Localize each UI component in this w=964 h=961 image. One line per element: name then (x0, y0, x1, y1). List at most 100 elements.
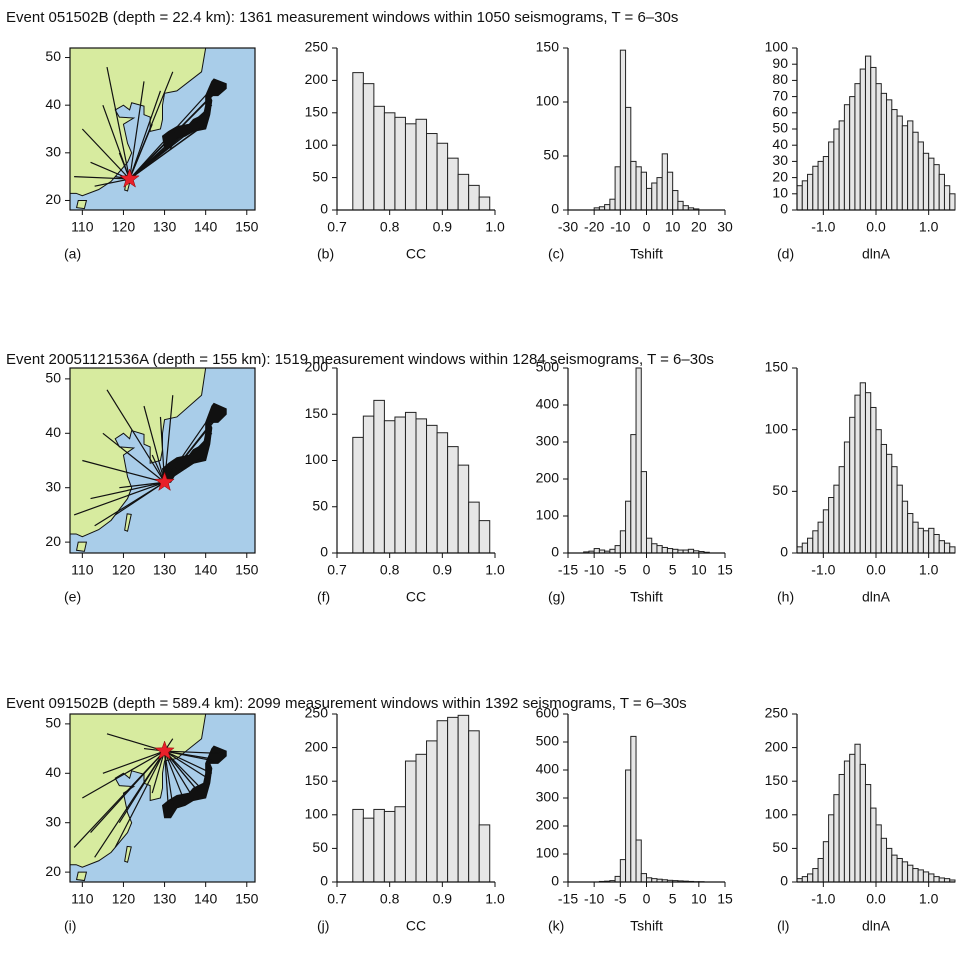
y-tick-label: 600 (536, 705, 560, 721)
x-tick-label: -20 (584, 219, 604, 235)
y-tick-label: 50 (45, 370, 61, 386)
y-tick-label: 250 (305, 39, 329, 55)
panel-label: (f) (317, 589, 330, 605)
bar (918, 870, 923, 882)
bar (620, 860, 625, 882)
row-title: Event 051502B (depth = 22.4 km): 1361 me… (6, 9, 678, 26)
y-tick-label: 200 (305, 738, 329, 754)
y-tick-label: 500 (536, 359, 560, 375)
x-tick-label: 10 (665, 219, 681, 235)
y-tick-label: 100 (536, 845, 560, 861)
bar (850, 754, 855, 882)
bar (594, 549, 599, 553)
map-body (70, 48, 255, 210)
y-tick-label: 150 (305, 405, 329, 421)
y-tick-label: 20 (45, 533, 61, 549)
x-tick-label: 0.0 (866, 219, 886, 235)
x-axis-label: Tshift (630, 589, 663, 605)
panel-label: (g) (548, 589, 565, 605)
bar (908, 865, 913, 882)
bar (605, 205, 610, 210)
bar (818, 858, 823, 882)
panel-label: (e) (64, 589, 81, 605)
x-tick-label: 0.0 (866, 562, 886, 578)
x-tick-label: 140 (194, 219, 218, 235)
x-tick-label: -30 (558, 219, 578, 235)
bar (384, 421, 395, 553)
y-tick-label: 200 (765, 738, 789, 754)
y-tick-label: 0 (320, 544, 328, 560)
bar (636, 368, 641, 553)
map-body (70, 368, 255, 553)
y-tick-label: 100 (765, 39, 789, 55)
bar (902, 126, 907, 210)
x-tick-label: 150 (235, 219, 259, 235)
bar (808, 538, 813, 553)
bar (374, 809, 385, 882)
y-tick-label: 0 (551, 544, 559, 560)
bar (469, 185, 480, 210)
bar (834, 795, 839, 882)
bar (615, 546, 620, 553)
bar (860, 764, 865, 882)
panel-label: (a) (64, 246, 81, 262)
y-tick-label: 20 (45, 863, 61, 879)
x-axis-label: Tshift (630, 918, 663, 934)
bar (647, 538, 652, 553)
y-tick-label: 500 (536, 733, 560, 749)
x-tick-label: 1.0 (485, 891, 505, 907)
x-axis-label: CC (406, 246, 426, 262)
x-tick-label: 130 (153, 562, 177, 578)
bar (876, 430, 881, 553)
y-tick-label: 150 (536, 39, 560, 55)
y-tick-label: 150 (305, 772, 329, 788)
bar (897, 116, 902, 210)
bar (934, 877, 939, 882)
y-tick-label: 200 (305, 71, 329, 87)
bar (887, 848, 892, 882)
bar (818, 522, 823, 553)
bar (834, 129, 839, 210)
bar (918, 528, 923, 553)
y-tick-label: 50 (45, 715, 61, 731)
x-tick-label: 1.0 (485, 562, 505, 578)
bar (802, 181, 807, 210)
y-tick-label: 50 (772, 482, 788, 498)
bar (673, 191, 678, 210)
y-tick-label: 0 (320, 201, 328, 217)
y-tick-label: 30 (45, 813, 61, 829)
bar (416, 119, 427, 210)
bar (667, 172, 672, 210)
bar (944, 543, 949, 553)
x-tick-label: -10 (584, 562, 604, 578)
bar (662, 154, 667, 210)
bar (641, 172, 646, 210)
y-tick-label: 50 (312, 839, 328, 855)
bar (881, 838, 886, 882)
y-tick-label: 90 (772, 55, 788, 71)
bar (395, 807, 406, 882)
y-tick-label: 50 (772, 120, 788, 136)
y-tick-label: 150 (305, 104, 329, 120)
panel-label: (k) (548, 918, 564, 934)
bar (923, 153, 928, 210)
bar (427, 134, 438, 210)
bar (626, 107, 631, 210)
bar (876, 84, 881, 210)
y-tick-label: 200 (536, 817, 560, 833)
bar (892, 855, 897, 882)
bar (636, 167, 641, 210)
bar (923, 531, 928, 553)
bar (876, 825, 881, 882)
bar (892, 467, 897, 553)
bar (892, 110, 897, 210)
y-tick-label: 0 (780, 201, 788, 217)
y-tick-label: 100 (765, 806, 789, 822)
bar (395, 417, 406, 553)
x-axis-label: CC (406, 589, 426, 605)
bar (887, 100, 892, 210)
bar (353, 73, 364, 210)
bar (662, 547, 667, 553)
bar (818, 161, 823, 210)
